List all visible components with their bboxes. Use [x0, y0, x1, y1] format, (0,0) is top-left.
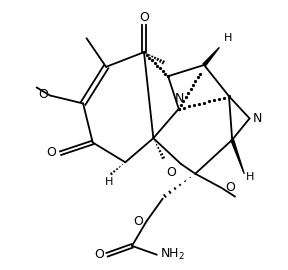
Text: O: O — [139, 11, 149, 23]
Text: H: H — [246, 172, 255, 182]
Text: N: N — [175, 92, 184, 105]
Text: H: H — [105, 177, 113, 187]
Text: NH$_2$: NH$_2$ — [160, 247, 185, 262]
Text: O: O — [166, 166, 176, 179]
Text: H: H — [224, 33, 232, 43]
Polygon shape — [231, 139, 244, 174]
Text: O: O — [133, 215, 143, 228]
Polygon shape — [203, 47, 219, 66]
Text: N: N — [253, 112, 262, 125]
Text: O: O — [47, 146, 57, 159]
Text: O: O — [226, 181, 235, 194]
Text: O: O — [94, 248, 104, 261]
Text: O: O — [39, 88, 49, 101]
